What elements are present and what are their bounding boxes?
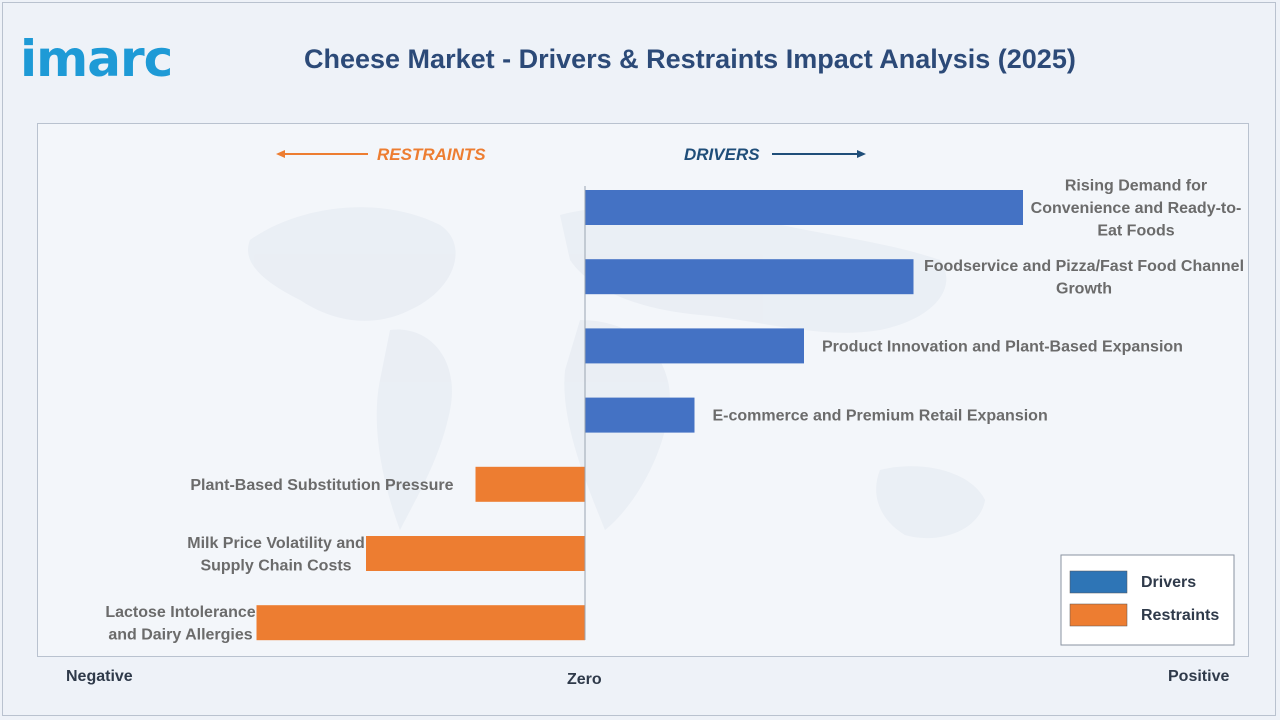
driver-label-3: Product Innovation and Plant-Based Expan… — [822, 338, 1183, 355]
driver-bar-3 — [585, 328, 804, 364]
driver-bar-2 — [585, 259, 914, 295]
restraint-label-2: Milk Price Volatility and Supply Chain Co… — [187, 535, 365, 575]
legend-label-drivers: Drivers — [1141, 574, 1196, 591]
restraint-label-1: Plant-Based Substitution Pressure — [190, 477, 453, 494]
restraints-direction-label: RESTRAINTS — [377, 145, 486, 164]
legend-label-restraints: Restraints — [1141, 607, 1219, 624]
restraint-bar-3 — [256, 605, 585, 641]
imarc-logo: imarc — [20, 30, 173, 88]
driver-label-1: Rising Demand for Convenience and Ready-t… — [1031, 178, 1242, 240]
drivers-direction-label: DRIVERS — [684, 145, 760, 164]
legend-swatch-drivers — [1069, 570, 1128, 594]
restraint-label-3: Lactose Intolerance and Dairy Allergies — [105, 604, 255, 644]
legend: Drivers Restraints — [1060, 554, 1235, 646]
driver-label-2: Foodservice and Pizza/Fast Food Channel G… — [924, 258, 1244, 298]
restraint-bar-1 — [475, 466, 585, 502]
chart-title: Cheese Market - Drivers & Restraints Imp… — [304, 44, 1076, 74]
axis-zero-label: Zero — [567, 671, 602, 688]
axis-negative-label: Negative — [66, 668, 133, 685]
legend-swatch-restraints — [1069, 603, 1128, 627]
axis-positive-label: Positive — [1168, 668, 1230, 685]
restraint-bar-2 — [366, 536, 585, 571]
driver-label-4: E-commerce and Premium Retail Expansion — [713, 408, 1048, 425]
driver-bar-1 — [585, 190, 1023, 225]
driver-bar-4 — [585, 397, 695, 433]
